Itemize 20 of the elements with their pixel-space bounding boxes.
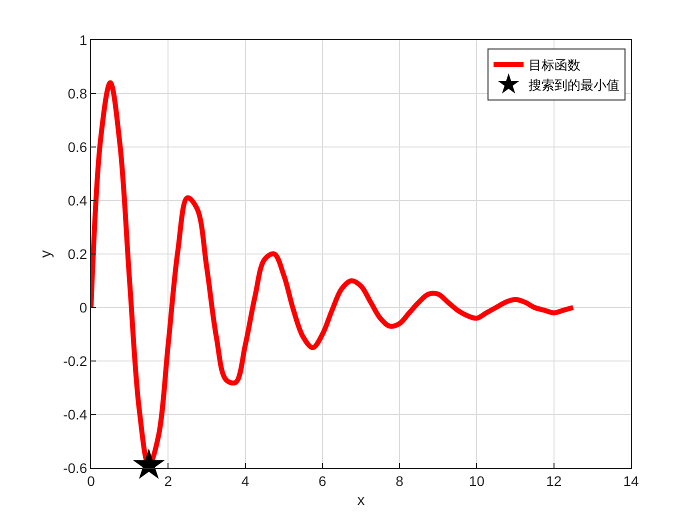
y-tick-label: -0.6: [63, 460, 88, 476]
y-tick-label: 0.2: [68, 246, 88, 262]
y-axis-title: y: [37, 250, 54, 258]
legend-label: 搜索到的最小值: [528, 78, 620, 94]
y-tick-label: 0.4: [68, 192, 88, 208]
x-tick-label: 12: [546, 472, 562, 489]
legend-label: 目标函数: [528, 58, 581, 74]
y-tick-label: -0.2: [63, 352, 88, 369]
x-tick-label: 2: [164, 472, 172, 489]
x-tick-label: 6: [318, 472, 327, 489]
y-tick-label: 1: [79, 32, 88, 48]
x-tick-label: 14: [623, 472, 639, 489]
y-tick-label: 0.6: [68, 138, 88, 155]
x-tick-label: 8: [396, 472, 404, 489]
x-axis-title: x: [357, 492, 366, 509]
y-tick-label: 0: [79, 299, 88, 316]
x-tick-label: 4: [241, 472, 250, 489]
x-tick-label: 10: [468, 472, 485, 489]
y-tick-label: -0.4: [63, 406, 88, 422]
y-tick-label: 0.8: [68, 85, 88, 102]
